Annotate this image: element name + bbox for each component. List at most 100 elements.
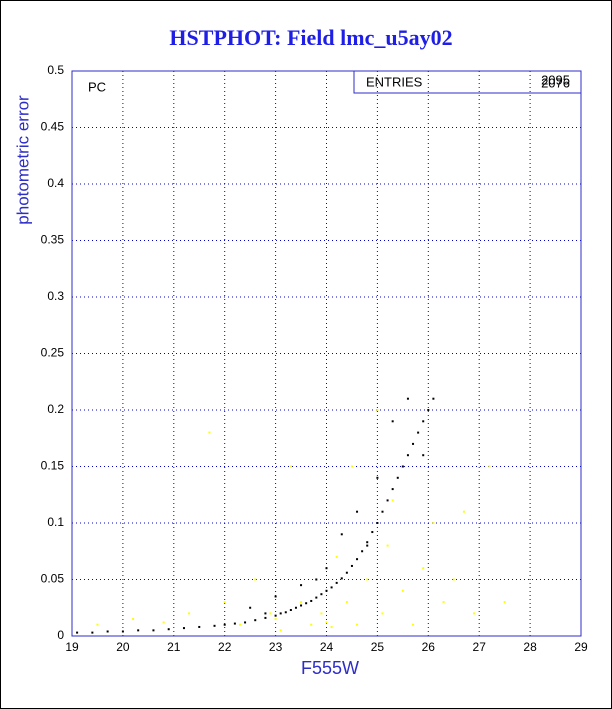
point (76, 631, 79, 634)
entries-value: 2076 (541, 75, 570, 90)
y-tick-label: 0.15 (41, 459, 65, 473)
point (137, 629, 140, 632)
point (345, 601, 348, 604)
y-tick-label: 0 (57, 628, 64, 642)
point (406, 397, 409, 400)
point (391, 420, 394, 423)
point (223, 601, 226, 604)
entries-value: 2095 (541, 72, 570, 87)
point (233, 622, 236, 625)
point (264, 616, 267, 619)
point (406, 454, 409, 457)
point (315, 596, 318, 599)
x-tick-label: 23 (269, 640, 283, 654)
point (335, 581, 338, 584)
x-tick-label: 24 (320, 640, 334, 654)
point (473, 612, 476, 615)
point (503, 601, 506, 604)
point (294, 606, 297, 609)
x-tick-label: 28 (523, 640, 537, 654)
point (442, 601, 445, 604)
point (284, 611, 287, 614)
point (340, 577, 343, 580)
x-axis-label: F555W (301, 658, 359, 678)
x-tick-label: 20 (116, 640, 130, 654)
y-tick-label: 0.2 (47, 402, 64, 416)
x-tick-label: 27 (473, 640, 487, 654)
y-tick-label: 0.1 (47, 515, 64, 529)
chart-title: HSTPHOT: Field lmc_u5ay02 (169, 25, 452, 50)
y-tick-label: 0.05 (41, 572, 65, 586)
point (356, 510, 359, 513)
point (350, 465, 353, 468)
point (361, 550, 364, 553)
point (376, 522, 379, 524)
point (350, 564, 353, 567)
point (356, 623, 359, 626)
point (412, 623, 415, 626)
point (162, 621, 165, 624)
point (320, 593, 323, 596)
point (320, 612, 323, 615)
point (269, 612, 272, 615)
point (366, 578, 369, 581)
point (432, 522, 435, 524)
point (223, 623, 226, 626)
point (208, 431, 211, 434)
point (376, 476, 379, 479)
point (366, 544, 369, 547)
point (335, 555, 338, 558)
x-tick-label: 25 (371, 640, 385, 654)
point (238, 623, 241, 626)
point (381, 612, 384, 615)
point (91, 631, 94, 634)
point (244, 621, 247, 624)
point (345, 571, 348, 574)
x-tick-label: 21 (167, 640, 181, 654)
point (366, 541, 369, 544)
point (488, 465, 491, 468)
point (121, 630, 124, 633)
point (422, 454, 425, 457)
y-tick-label: 0.45 (41, 120, 65, 134)
point (188, 612, 191, 615)
point (412, 442, 415, 445)
point (300, 584, 303, 587)
point (274, 614, 277, 617)
point (401, 465, 404, 468)
point (106, 630, 109, 633)
y-tick-label: 0.3 (47, 289, 64, 303)
point (340, 533, 343, 536)
point (315, 578, 318, 581)
point (381, 510, 384, 513)
x-tick-label: 26 (422, 640, 436, 654)
entries-label: ENTRIES (366, 74, 423, 89)
y-tick-label: 0.4 (47, 176, 64, 190)
point (289, 609, 292, 612)
pad-label: PC (88, 79, 106, 94)
plot-frame (71, 70, 582, 637)
point (422, 420, 425, 423)
point (396, 476, 399, 479)
point (254, 619, 257, 622)
point (391, 488, 394, 491)
point (279, 629, 282, 632)
point (432, 397, 435, 400)
point (96, 623, 99, 626)
y-tick-label: 0.35 (41, 233, 65, 247)
y-tick-label: 0.25 (41, 346, 65, 360)
point (300, 601, 303, 604)
point (132, 618, 135, 621)
point (167, 628, 170, 631)
x-tick-label: 19 (65, 640, 79, 654)
point (249, 606, 252, 609)
point (376, 409, 379, 411)
point (356, 558, 359, 561)
point (279, 612, 282, 615)
point (452, 578, 455, 581)
point (325, 621, 328, 624)
point (182, 627, 185, 630)
point (300, 604, 303, 607)
